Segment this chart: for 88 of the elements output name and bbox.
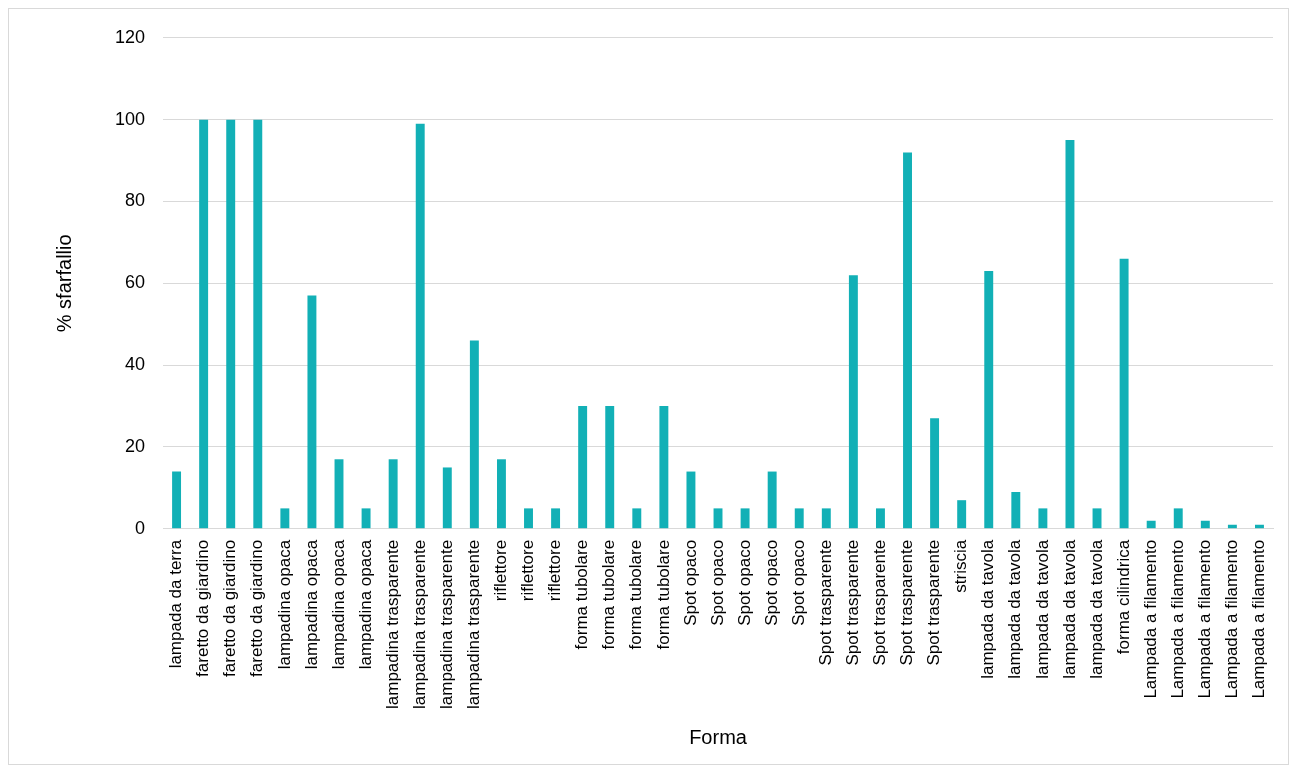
bar (496, 459, 506, 529)
bar (713, 508, 723, 529)
bar (1038, 508, 1048, 529)
x-tick-label: riflettore (491, 539, 511, 602)
y-tick-label: 80 (125, 190, 146, 211)
bar (199, 119, 209, 529)
bar (1173, 508, 1183, 529)
x-tick-label: Spot trasparente (843, 539, 863, 666)
y-tick-label: 120 (114, 26, 146, 47)
bar (1200, 520, 1210, 529)
bar (361, 508, 371, 529)
x-tick-label: Spot opaco (707, 539, 727, 626)
bar (524, 508, 533, 529)
x-tick-label: lampada da tavola (1005, 539, 1025, 679)
bar (307, 295, 317, 529)
bar (442, 467, 452, 529)
bar (740, 508, 750, 529)
x-tick-label: lampada da tavola (1032, 539, 1052, 679)
bar (578, 406, 588, 529)
bar (1146, 520, 1156, 529)
x-tick-label: Spot trasparente (815, 539, 835, 666)
x-tick-label: Spot opaco (680, 539, 700, 626)
bar (930, 418, 940, 529)
x-tick-label: forma tubolare (572, 539, 592, 650)
x-axis-title: Forma (689, 725, 748, 748)
x-tick-label: lampadina trasparente (436, 539, 456, 710)
x-tick-label: striscia (951, 539, 971, 593)
x-tick-label: Spot opaco (734, 539, 754, 626)
x-tick-label: lampadina opaca (274, 539, 294, 670)
bar (957, 500, 967, 529)
bar (253, 119, 263, 529)
bar (767, 471, 777, 529)
bar (848, 275, 858, 529)
x-tick-label: lampada da tavola (1086, 539, 1106, 679)
bar (605, 406, 615, 529)
y-tick-label: 100 (114, 108, 146, 129)
y-tick-label: 40 (125, 354, 146, 375)
bar (794, 508, 804, 529)
x-tick-label: forma tubolare (626, 539, 646, 650)
x-tick-label: Lampada a filamento (1222, 539, 1242, 699)
bar (388, 459, 398, 529)
bar (1092, 508, 1102, 529)
bar (875, 508, 885, 529)
x-tick-label: forma tubolare (653, 539, 673, 650)
bar (1011, 492, 1021, 529)
bar (1065, 140, 1075, 529)
x-tick-label: forma cilindrica (1113, 539, 1133, 655)
bar (1119, 258, 1129, 529)
x-tick-label: Lampada a filamento (1195, 539, 1215, 699)
x-tick-label: Lampada a filamento (1167, 539, 1187, 699)
x-tick-label: Spot trasparente (870, 539, 890, 666)
bar (821, 508, 831, 529)
x-tick-label: lampadina trasparente (409, 539, 429, 710)
x-tick-label: lampadina opaca (355, 539, 375, 670)
x-tick-label: lampada da terra (166, 539, 186, 669)
bar (632, 508, 642, 529)
x-tick-label: riflettore (518, 539, 538, 602)
bar (469, 340, 479, 529)
x-tick-label: lampadina trasparente (382, 539, 402, 710)
x-tick-label: Spot trasparente (897, 539, 917, 666)
y-tick-label: 0 (135, 517, 146, 538)
bar (551, 508, 561, 529)
bar (172, 471, 182, 529)
y-tick-label: 20 (125, 435, 146, 456)
x-tick-label: Spot opaco (761, 539, 781, 626)
bar (659, 406, 669, 529)
x-tick-label: riflettore (545, 539, 565, 602)
x-tick-label: lampada da tavola (978, 539, 998, 679)
y-axis-title: % sfarfallio (52, 234, 75, 333)
x-tick-label: lampadina trasparente (464, 539, 484, 710)
bar (686, 471, 696, 529)
bar (984, 271, 994, 529)
x-tick-label: Spot opaco (788, 539, 808, 626)
x-tick-label: faretto da giardino (220, 539, 240, 677)
x-tick-label: forma tubolare (599, 539, 619, 650)
x-tick-label: faretto da giardino (247, 539, 267, 677)
bar (903, 152, 912, 529)
x-tick-label: Lampada a filamento (1249, 539, 1269, 699)
bar (415, 123, 425, 529)
x-tick-label: lampada da tavola (1059, 539, 1079, 679)
x-tick-label: faretto da giardino (193, 539, 213, 677)
x-tick-label: lampadina opaca (328, 539, 348, 670)
x-tick-label: Spot trasparente (924, 539, 944, 666)
y-tick-label: 60 (125, 272, 146, 293)
bar (280, 508, 290, 529)
x-tick-label: lampadina opaca (301, 539, 321, 670)
bar (226, 119, 236, 529)
x-tick-label: Lampada a filamento (1140, 539, 1160, 699)
